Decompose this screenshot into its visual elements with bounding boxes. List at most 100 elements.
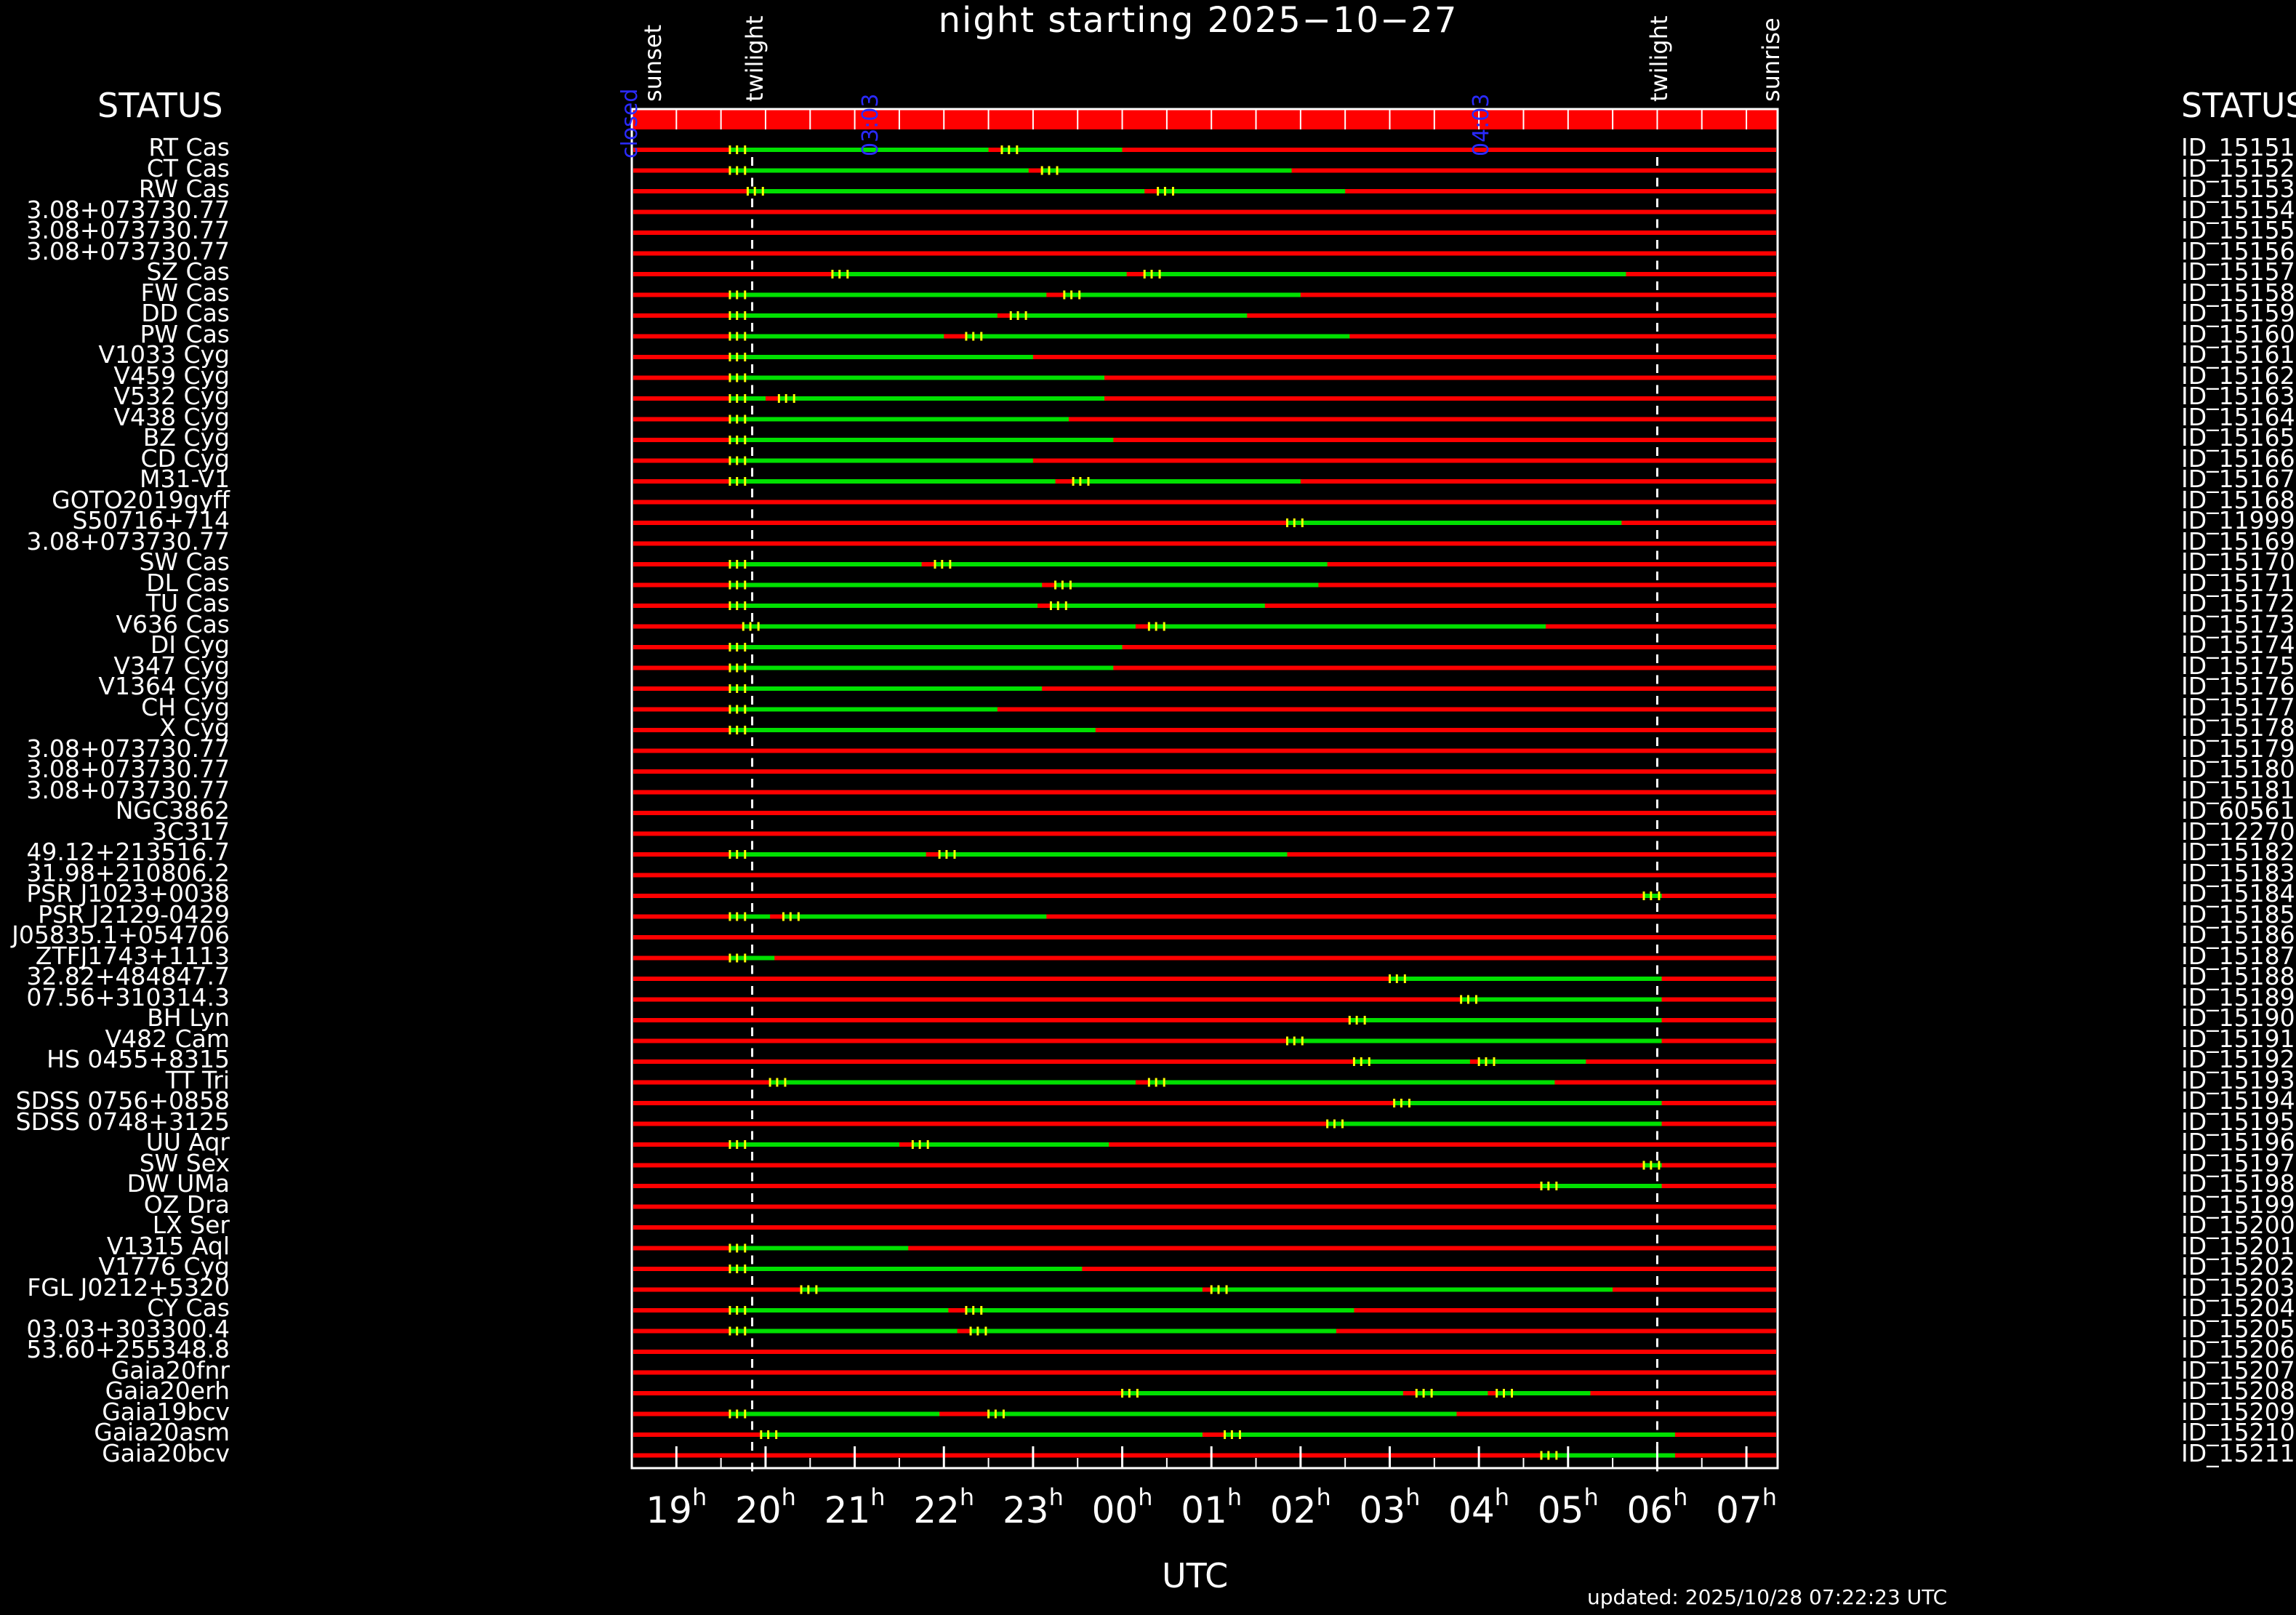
chart-title: night starting 2025−10−27 bbox=[938, 0, 1458, 41]
target-id-label: ID_15205 bbox=[2181, 1314, 2295, 1343]
target-id-label: ID_15173 bbox=[2181, 609, 2295, 638]
target-name-label: CD Cyg bbox=[140, 444, 230, 473]
target-name-label: 53.60+255348.8 bbox=[26, 1335, 230, 1363]
target-id-label: ID_15174 bbox=[2181, 630, 2295, 659]
target-id-label: ID_15201 bbox=[2181, 1231, 2295, 1260]
target-name-label: 3.08+073730.77 bbox=[26, 216, 230, 244]
x-tick-label: 05h bbox=[1537, 1483, 1599, 1531]
target-name-label: 31.98+210806.2 bbox=[26, 858, 230, 887]
target-name-label: RW Cas bbox=[138, 175, 230, 203]
x-tick-label: 07h bbox=[1716, 1483, 1778, 1531]
x-tick-label: 01h bbox=[1181, 1483, 1243, 1531]
target-id-label: ID_15203 bbox=[2181, 1273, 2295, 1302]
target-id-label: ID_12270 bbox=[2181, 817, 2295, 846]
target-id-label: ID_15195 bbox=[2181, 1107, 2295, 1136]
target-id-label: ID_15200 bbox=[2181, 1211, 2295, 1239]
target-id-label: ID_15170 bbox=[2181, 548, 2295, 576]
target-id-label: ID_15191 bbox=[2181, 1024, 2295, 1053]
target-id-label: ID_15163 bbox=[2181, 382, 2295, 410]
target-id-label: ID_15151 bbox=[2181, 133, 2295, 161]
target-id-label: ID_15164 bbox=[2181, 402, 2295, 431]
x-axis-label: UTC bbox=[1162, 1556, 1229, 1595]
target-name-label: HS 0455+8315 bbox=[47, 1045, 230, 1073]
blue-time-marker: 04:03 bbox=[1469, 93, 1495, 156]
target-name-label: 3.08+073730.77 bbox=[26, 734, 230, 763]
target-name-label: J05835.1+054706 bbox=[12, 921, 230, 949]
target-id-label: ID_15185 bbox=[2181, 899, 2295, 929]
target-name-label: DD Cas bbox=[141, 299, 230, 327]
target-id-label: ID_15182 bbox=[2181, 838, 2295, 866]
target-name-label: V636 Cas bbox=[116, 609, 230, 638]
target-id-label: ID_15189 bbox=[2181, 982, 2295, 1011]
event-label-sunset: sunset bbox=[639, 24, 667, 102]
target-name-label: CH Cyg bbox=[141, 692, 230, 721]
target-name-label: V532 Cyg bbox=[113, 382, 230, 410]
target-id-label: ID_15168 bbox=[2181, 485, 2295, 514]
target-name-label: PW Cas bbox=[140, 319, 230, 348]
event-label-sunrise: sunrise bbox=[1757, 17, 1785, 102]
status-header-left: STATUS bbox=[97, 86, 223, 125]
target-id-label: ID_15179 bbox=[2181, 734, 2295, 763]
target-name-label: Gaia20bcv bbox=[102, 1438, 230, 1467]
target-name-label: V459 Cyg bbox=[113, 361, 230, 390]
target-id-label: ID_15157 bbox=[2181, 257, 2295, 286]
target-name-label: DI Cyg bbox=[150, 630, 230, 659]
target-name-label: FGL J0212+5320 bbox=[27, 1273, 230, 1302]
target-id-label: ID_11999 bbox=[2181, 506, 2295, 534]
target-id-label: ID_15181 bbox=[2181, 775, 2295, 804]
target-name-label: 32.82+484847.7 bbox=[26, 962, 230, 990]
target-id-label: ID_15198 bbox=[2181, 1169, 2295, 1198]
target-name-label: CY Cas bbox=[147, 1294, 230, 1322]
target-id-label: ID_15188 bbox=[2181, 962, 2295, 990]
target-id-label: ID_15166 bbox=[2181, 444, 2295, 473]
target-name-label: 3.08+073730.77 bbox=[26, 775, 230, 804]
target-name-label: Gaia20fnr bbox=[111, 1355, 230, 1384]
target-id-label: ID_15186 bbox=[2181, 921, 2295, 949]
target-name-label: V1776 Cyg bbox=[98, 1252, 230, 1281]
plot-frame bbox=[630, 108, 1779, 1470]
target-name-label: Gaia20asm bbox=[94, 1418, 230, 1446]
target-id-label: ID_15175 bbox=[2181, 651, 2295, 680]
target-name-label: DL Cas bbox=[146, 568, 230, 597]
event-label-twilight: twilight bbox=[1645, 15, 1674, 102]
target-id-label: ID_15154 bbox=[2181, 195, 2295, 224]
target-id-label: ID_15152 bbox=[2181, 153, 2295, 183]
target-name-label: CT Cas bbox=[146, 153, 230, 183]
target-id-label: ID_15162 bbox=[2181, 361, 2295, 390]
target-name-label: DW UMa bbox=[127, 1169, 230, 1198]
target-name-label: SDSS 0756+0858 bbox=[15, 1086, 230, 1115]
target-name-label: BZ Cyg bbox=[143, 423, 230, 452]
target-id-label: ID_60561 bbox=[2181, 796, 2295, 825]
target-name-label: 3.08+073730.77 bbox=[26, 755, 230, 783]
x-tick-label: 02h bbox=[1269, 1483, 1331, 1531]
target-id-label: ID_15165 bbox=[2181, 423, 2295, 452]
target-name-label: X Cyg bbox=[159, 713, 230, 742]
target-id-label: ID_15158 bbox=[2181, 278, 2295, 307]
target-name-label: V438 Cyg bbox=[113, 402, 230, 431]
x-tick-label: 04h bbox=[1448, 1483, 1510, 1531]
status-header-right: STATUS bbox=[2181, 86, 2296, 125]
target-id-label: ID_15192 bbox=[2181, 1045, 2295, 1073]
target-name-label: 49.12+213516.7 bbox=[26, 838, 230, 866]
target-name-label: PSR J1023+0038 bbox=[26, 879, 230, 907]
target-name-label: SW Cas bbox=[139, 548, 230, 576]
x-tick-label: 23h bbox=[1002, 1483, 1064, 1531]
target-id-label: ID_15196 bbox=[2181, 1128, 2295, 1156]
target-id-label: ID_15194 bbox=[2181, 1086, 2295, 1115]
target-name-label: 07.56+310314.3 bbox=[26, 982, 230, 1011]
target-id-label: ID_15169 bbox=[2181, 526, 2295, 556]
target-id-label: ID_15190 bbox=[2181, 1003, 2295, 1032]
target-name-label: BH Lyn bbox=[147, 1003, 230, 1032]
target-id-label: ID_15156 bbox=[2181, 236, 2295, 265]
event-label-twilight: twilight bbox=[740, 15, 768, 102]
target-name-label: SZ Cas bbox=[146, 257, 230, 286]
target-name-label: V482 Cam bbox=[105, 1024, 230, 1053]
target-id-label: ID_15160 bbox=[2181, 319, 2295, 348]
x-tick-label: 21h bbox=[824, 1483, 886, 1531]
target-name-label: S50716+714 bbox=[72, 506, 230, 534]
target-id-label: ID_15176 bbox=[2181, 672, 2295, 700]
target-name-label: 3C317 bbox=[151, 817, 230, 846]
target-name-label: FW Cas bbox=[140, 278, 230, 307]
